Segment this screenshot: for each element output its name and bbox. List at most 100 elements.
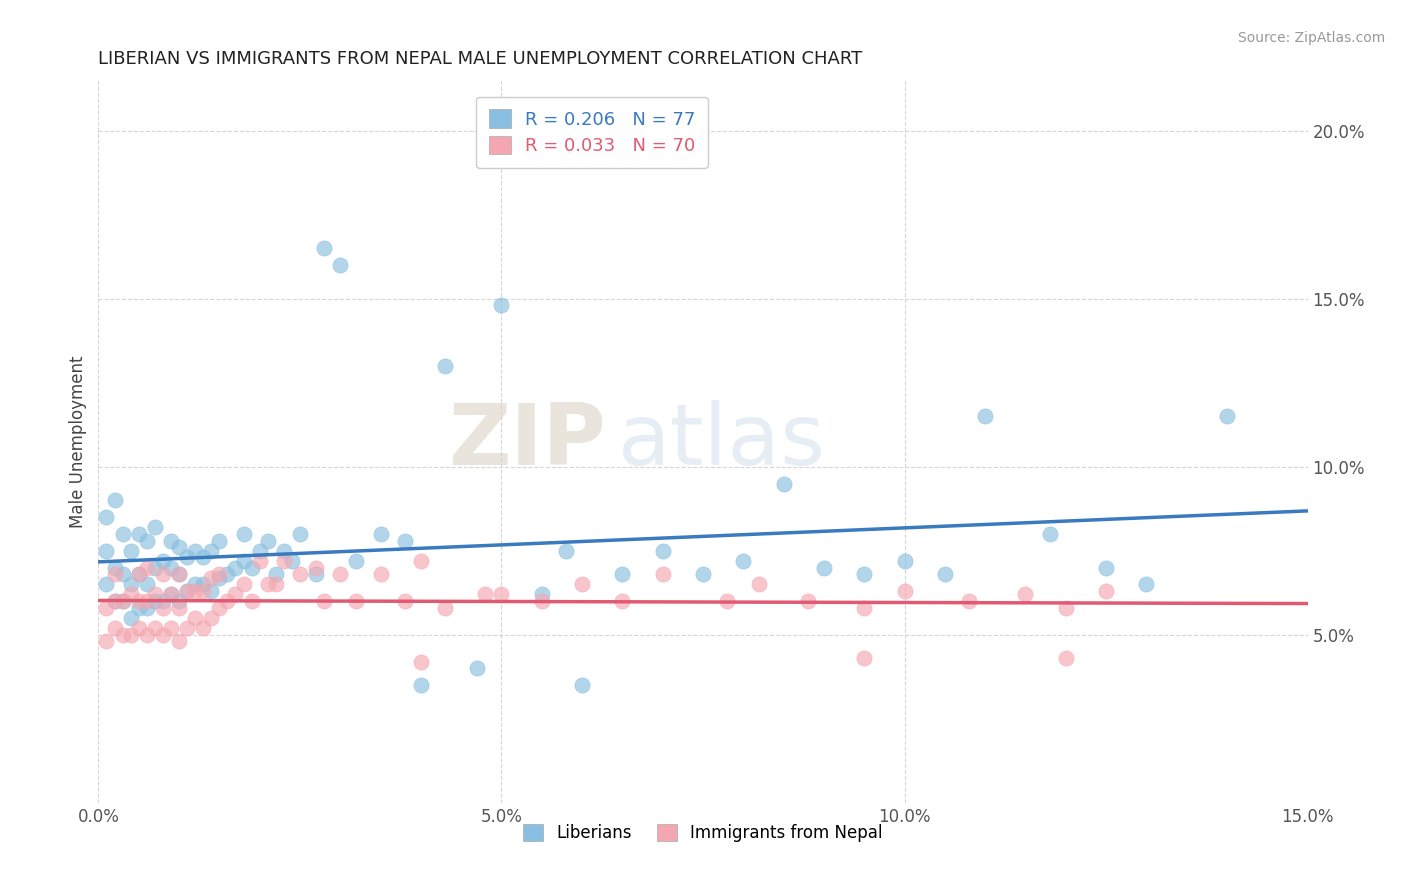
Point [152,600,174,615]
Point [256,533,278,548]
Point [394,533,416,548]
Point [176,584,198,599]
Point [120,577,142,591]
Point [434,359,457,373]
Point [797,594,820,608]
Point [111,594,134,608]
Point [256,577,278,591]
Point [128,567,150,582]
Point [96,510,118,524]
Point [152,567,174,582]
Point [96,634,118,648]
Point [249,554,271,568]
Point [135,560,157,574]
Point [1014,587,1036,601]
Point [208,567,231,582]
Point [152,594,174,608]
Point [200,543,222,558]
Point [111,628,134,642]
Point [143,560,166,574]
Point [200,584,222,599]
Point [409,655,432,669]
Point [184,577,207,591]
Point [651,567,673,582]
Point [103,567,125,582]
Point [103,621,125,635]
Point [200,611,222,625]
Point [344,554,367,568]
Point [934,567,956,582]
Point [143,587,166,601]
Point [167,600,190,615]
Point [103,594,125,608]
Point [612,594,634,608]
Point [103,493,125,508]
Point [555,543,578,558]
Point [96,577,118,591]
Point [167,567,190,582]
Point [120,628,142,642]
Point [160,587,183,601]
Point [893,554,915,568]
Point [370,527,392,541]
Point [217,567,239,582]
Point [1216,409,1239,424]
Point [184,611,207,625]
Y-axis label: Male Unemployment: Male Unemployment [69,355,87,528]
Point [571,678,593,692]
Point [853,651,876,665]
Point [128,594,150,608]
Point [1135,577,1157,591]
Point [128,621,150,635]
Point [273,543,295,558]
Point [733,554,755,568]
Point [167,594,190,608]
Point [143,520,166,534]
Point [281,554,304,568]
Point [1054,651,1077,665]
Point [143,594,166,608]
Point [692,567,714,582]
Point [193,577,215,591]
Point [240,594,263,608]
Point [224,587,246,601]
Point [1054,600,1077,615]
Point [772,476,794,491]
Point [184,584,207,599]
Point [651,543,673,558]
Point [135,533,157,548]
Point [232,577,254,591]
Point [176,584,198,599]
Point [167,541,190,555]
Point [748,577,770,591]
Point [160,533,183,548]
Point [305,560,328,574]
Point [184,543,207,558]
Point [167,634,190,648]
Point [128,527,150,541]
Point [893,584,915,599]
Point [176,550,198,565]
Point [305,567,328,582]
Point [120,587,142,601]
Point [208,571,231,585]
Point [120,611,142,625]
Point [96,543,118,558]
Point [135,594,157,608]
Point [193,621,215,635]
Legend: Liberians, Immigrants from Nepal: Liberians, Immigrants from Nepal [516,817,890,848]
Point [103,560,125,574]
Point [716,594,738,608]
Point [853,567,876,582]
Point [232,554,254,568]
Point [957,594,980,608]
Point [329,258,352,272]
Point [329,567,352,582]
Point [152,628,174,642]
Point [208,600,231,615]
Point [193,584,215,599]
Point [1095,560,1118,574]
Point [143,621,166,635]
Point [240,560,263,574]
Text: LIBERIAN VS IMMIGRANTS FROM NEPAL MALE UNEMPLOYMENT CORRELATION CHART: LIBERIAN VS IMMIGRANTS FROM NEPAL MALE U… [98,50,863,68]
